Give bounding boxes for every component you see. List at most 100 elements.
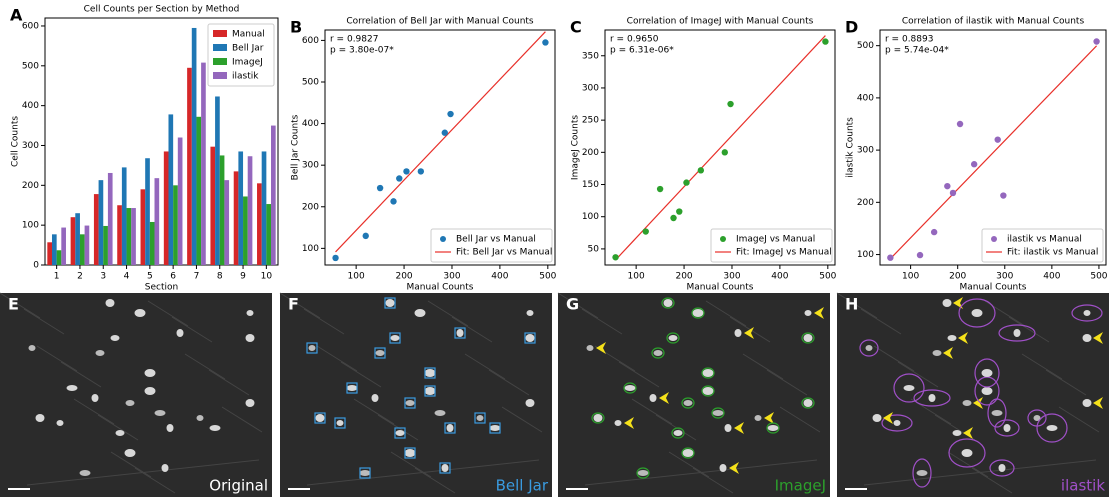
detection-box xyxy=(314,412,326,424)
bar xyxy=(215,96,220,265)
y-tick-label: 200 xyxy=(582,148,599,158)
fiber xyxy=(1021,353,1063,380)
caption: ilastik xyxy=(1061,477,1105,495)
bar xyxy=(266,204,272,265)
detection-outline xyxy=(913,389,951,407)
x-axis-label: Manual Counts xyxy=(960,283,1027,293)
scatter-point xyxy=(727,100,734,108)
fiber xyxy=(340,361,382,388)
detection-box xyxy=(439,462,451,474)
fiber xyxy=(353,398,395,425)
cell xyxy=(1046,425,1058,431)
cell xyxy=(804,310,812,316)
scatter-point xyxy=(362,232,369,240)
bar xyxy=(56,250,62,265)
caption: Bell Jar xyxy=(496,477,549,495)
cell xyxy=(734,329,742,337)
scatter-point xyxy=(949,189,957,197)
legend-marker xyxy=(440,236,446,242)
cell xyxy=(110,335,120,341)
detection-box xyxy=(424,385,436,397)
bar xyxy=(121,167,127,265)
cell xyxy=(144,387,156,395)
scatter-point xyxy=(916,251,924,259)
y-tick-label: 0 xyxy=(33,261,39,271)
cell xyxy=(1082,334,1092,342)
panel-label: E xyxy=(8,295,19,314)
scatter-point xyxy=(956,120,964,128)
detection-outline xyxy=(1071,304,1103,322)
y-tick-label: 600 xyxy=(22,21,39,31)
x-tick-label: 9 xyxy=(240,272,246,282)
cell xyxy=(196,415,204,421)
detection-outline xyxy=(859,339,879,357)
fiber xyxy=(557,292,599,319)
cell xyxy=(91,394,99,402)
bar xyxy=(271,125,276,265)
legend-box xyxy=(710,228,833,263)
scatter-point xyxy=(612,254,619,261)
annotation: r = 0.9827 xyxy=(330,35,378,45)
bar xyxy=(126,208,132,265)
x-tick-label: 300 xyxy=(443,272,460,282)
y-axis-label: Bell Jar Counts xyxy=(291,114,301,180)
micrograph: G ImageJ xyxy=(557,292,830,497)
cell xyxy=(375,350,385,356)
cell xyxy=(390,335,400,341)
fiber xyxy=(655,414,697,441)
scatter-point xyxy=(930,228,938,236)
fiber xyxy=(184,353,226,380)
cell xyxy=(932,350,942,356)
y-tick-label: 400 xyxy=(302,119,319,129)
detection-box xyxy=(524,332,536,344)
x-tick-label: 5 xyxy=(147,272,153,282)
detection-outline xyxy=(893,373,925,403)
cell xyxy=(668,335,678,341)
scatter-point xyxy=(944,182,951,190)
bar xyxy=(149,221,155,265)
detection-outline xyxy=(651,347,665,359)
fiber xyxy=(427,300,469,327)
cell xyxy=(525,334,535,342)
cell xyxy=(95,350,105,356)
detection-outline xyxy=(958,298,996,328)
fiber xyxy=(836,292,878,319)
cell xyxy=(176,329,184,337)
micrograph: E Original xyxy=(0,292,272,497)
bar xyxy=(233,171,239,265)
legend-box xyxy=(207,23,275,87)
fiber xyxy=(36,345,78,372)
fiber xyxy=(464,353,506,380)
cell xyxy=(724,424,732,432)
bar xyxy=(201,62,206,265)
bar xyxy=(117,205,122,265)
cell xyxy=(702,369,714,377)
detection-outline xyxy=(681,397,695,409)
cell xyxy=(903,385,915,391)
annotation: p = 5.74e-04* xyxy=(885,46,949,56)
cell xyxy=(404,449,416,457)
image-background xyxy=(558,293,830,497)
cell xyxy=(893,420,901,426)
cell xyxy=(998,464,1006,472)
y-tick-label: 200 xyxy=(302,202,319,212)
fiber xyxy=(860,308,902,335)
y-tick-label: 100 xyxy=(302,244,319,254)
detection-outline xyxy=(623,382,637,394)
chart-title: Correlation of ImageJ with Manual Counts xyxy=(627,17,814,27)
x-tick-label: 200 xyxy=(395,272,412,282)
arrow xyxy=(958,332,968,344)
x-tick-label: 7 xyxy=(194,272,200,282)
x-tick-label: 300 xyxy=(996,272,1013,282)
y-tick-label: 500 xyxy=(22,61,39,71)
cell xyxy=(144,369,156,377)
bar xyxy=(145,158,150,265)
cell xyxy=(1082,399,1092,407)
cell xyxy=(692,309,704,317)
legend-box xyxy=(981,228,1104,263)
cell xyxy=(161,464,169,472)
cell xyxy=(134,309,146,317)
fiber xyxy=(97,414,139,441)
panel-label: D xyxy=(845,18,858,37)
